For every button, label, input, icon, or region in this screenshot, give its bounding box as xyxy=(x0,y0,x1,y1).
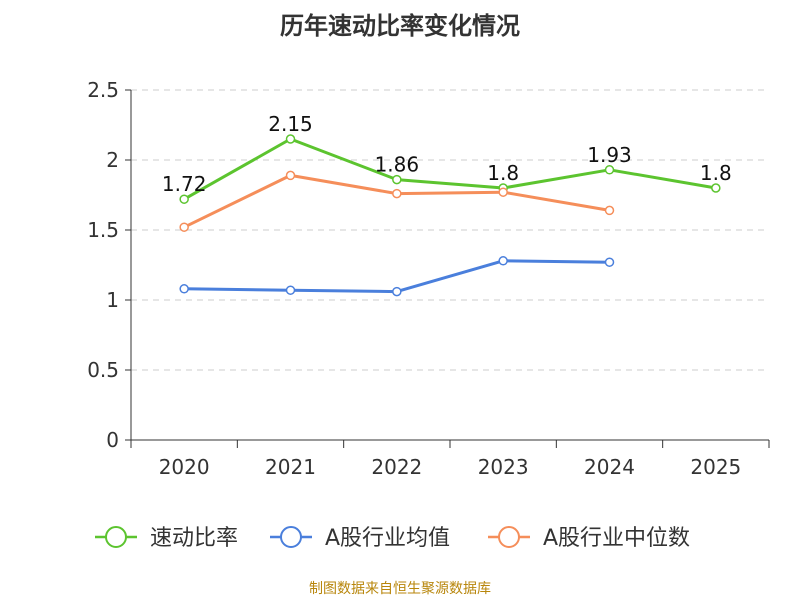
source-note: 制图数据来自恒生聚源数据库 xyxy=(309,581,491,597)
legend-marker xyxy=(498,526,520,548)
data-point xyxy=(392,174,402,185)
legend-label: 速动比率 xyxy=(150,526,238,551)
y-tick-label: 1 xyxy=(106,288,119,312)
x-tick-label: 2024 xyxy=(584,455,635,479)
legend-label: A股行业均值 xyxy=(325,526,450,551)
data-point xyxy=(604,165,615,175)
data-point xyxy=(285,285,296,295)
data-point xyxy=(392,286,402,297)
x-tick-label: 2025 xyxy=(690,455,741,479)
legend-label: A股行业中位数 xyxy=(543,526,690,551)
data-label: 2.15 xyxy=(268,112,313,136)
y-tick-label: 2.5 xyxy=(87,78,119,102)
x-tick-label: 2020 xyxy=(159,455,210,479)
legend-marker xyxy=(280,526,302,548)
data-point xyxy=(498,187,508,197)
x-tick-label: 2023 xyxy=(478,455,529,479)
data-label: 1.72 xyxy=(162,172,207,196)
data-label: 1.86 xyxy=(375,153,420,177)
y-tick-label: 0.5 xyxy=(87,358,119,382)
x-tick-label: 2021 xyxy=(265,455,316,479)
y-tick-label: 0 xyxy=(106,428,119,452)
data-point xyxy=(392,188,402,199)
data-point xyxy=(179,194,189,204)
x-tick-label: 2022 xyxy=(371,455,422,479)
y-tick-label: 2 xyxy=(106,148,119,172)
legend-marker xyxy=(105,526,127,548)
data-point xyxy=(604,205,615,216)
data-point xyxy=(285,170,296,181)
data-label: 1.93 xyxy=(587,143,632,167)
series-line xyxy=(183,137,717,201)
data-point xyxy=(604,257,615,267)
data-label: 1.8 xyxy=(487,161,519,185)
data-point xyxy=(711,183,721,193)
data-point xyxy=(498,256,508,266)
data-point xyxy=(179,284,189,294)
chart-title: 历年速动比率变化情况 xyxy=(280,12,520,40)
data-point xyxy=(179,222,189,232)
data-point xyxy=(285,134,296,144)
data-label: 1.8 xyxy=(700,161,732,185)
y-tick-label: 1.5 xyxy=(87,218,119,242)
